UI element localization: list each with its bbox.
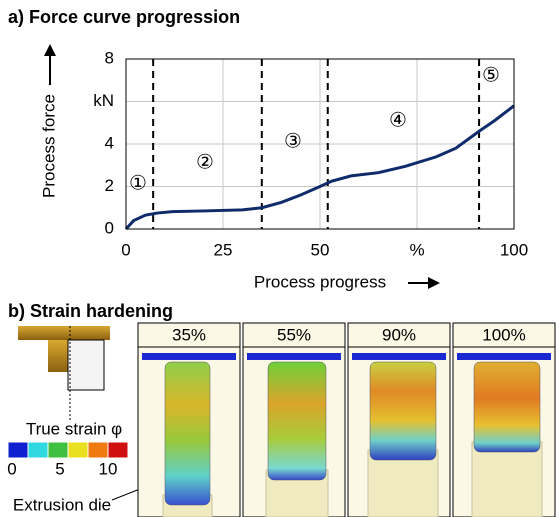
x-tick-label: 50 bbox=[311, 240, 330, 259]
force-curve bbox=[124, 104, 515, 231]
colorbar bbox=[7, 441, 129, 459]
y-axis-label: Process force bbox=[39, 94, 58, 198]
punch bbox=[247, 353, 341, 360]
phase-label: ④ bbox=[389, 108, 407, 132]
chart-title: a) Force curve progression bbox=[8, 7, 240, 27]
x-tick-label: 0 bbox=[121, 240, 130, 259]
punch bbox=[457, 353, 551, 360]
y-tick-label: 2 bbox=[105, 176, 114, 195]
x-axis-label: Process progress bbox=[254, 272, 386, 291]
punch bbox=[352, 353, 446, 360]
legend-label: 0 bbox=[7, 459, 16, 478]
colorbar-cell bbox=[87, 441, 109, 459]
frame-label: 35% bbox=[172, 325, 206, 344]
phase-label: ⑤ bbox=[482, 63, 500, 87]
colorbar-cell bbox=[7, 441, 29, 459]
die-bore bbox=[471, 441, 543, 517]
x-tick-label: 100 bbox=[500, 240, 528, 259]
x-tick-label: 25 bbox=[214, 240, 233, 259]
frames: 35% 55% 90% 100% bbox=[137, 322, 556, 517]
x-axis-arrow bbox=[408, 277, 440, 289]
colorbar-cell bbox=[27, 441, 49, 459]
phase-label: ① bbox=[129, 171, 147, 195]
frame-label: 90% bbox=[382, 325, 416, 344]
workpiece bbox=[164, 361, 211, 506]
colorbar-cell bbox=[67, 441, 89, 459]
y-axis-arrow bbox=[44, 44, 56, 85]
colorbar-cell bbox=[47, 441, 69, 459]
phase-label: ② bbox=[196, 150, 214, 174]
legend-label: 10 bbox=[99, 459, 118, 478]
die-label: Extrusion die bbox=[13, 495, 111, 514]
y-tick-label: kN bbox=[93, 91, 114, 110]
colorbar-cell bbox=[107, 441, 129, 459]
x-tick-label: % bbox=[409, 240, 424, 259]
punch bbox=[142, 353, 236, 360]
panel-b-title: b) Strain hardening bbox=[8, 301, 173, 321]
workpiece bbox=[473, 361, 541, 453]
die-icon bbox=[18, 326, 110, 420]
plot-frame bbox=[125, 58, 515, 230]
frame-label: 100% bbox=[482, 325, 525, 344]
y-tick-label: 8 bbox=[105, 48, 114, 67]
workpiece bbox=[369, 361, 437, 461]
plot-area bbox=[124, 58, 515, 231]
legend-title: True strain φ bbox=[26, 419, 122, 438]
die-bore bbox=[367, 449, 439, 517]
phase-label: ③ bbox=[284, 129, 302, 153]
y-tick-label: 0 bbox=[105, 218, 114, 237]
y-tick-label: 4 bbox=[105, 133, 114, 152]
workpiece bbox=[267, 361, 327, 481]
legend-label: 5 bbox=[55, 459, 64, 478]
frame-label: 55% bbox=[277, 325, 311, 344]
